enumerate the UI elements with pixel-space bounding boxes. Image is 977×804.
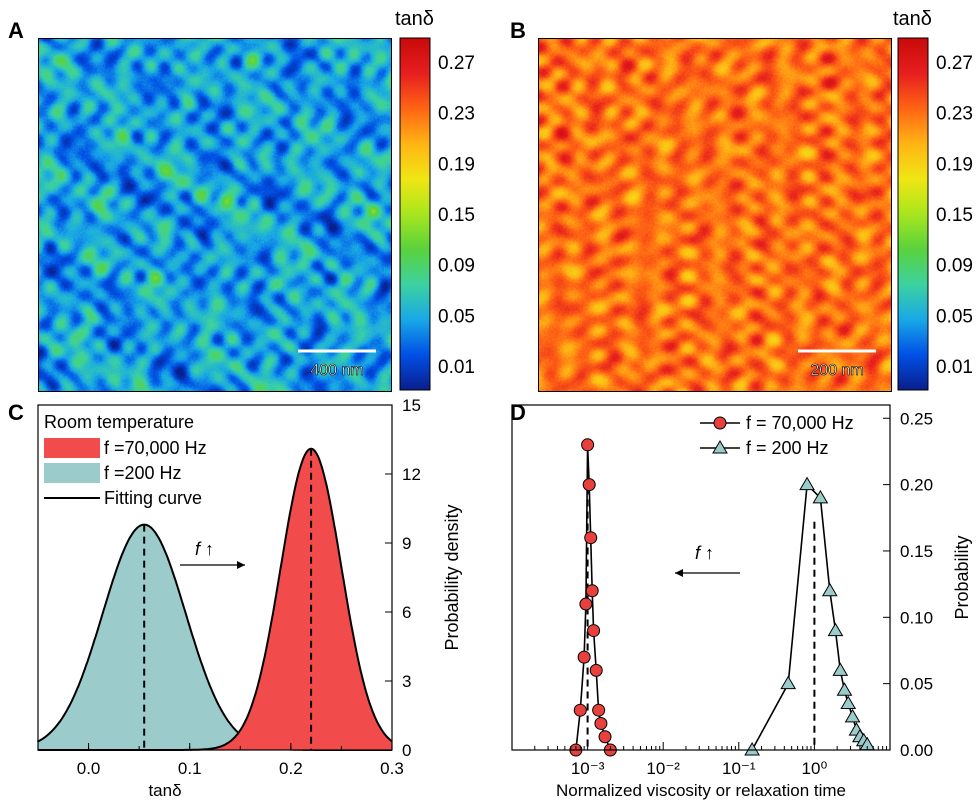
y-tick-label: 0.00	[900, 741, 933, 760]
data-point-circle	[582, 478, 596, 492]
x-tick-label: 10⁻¹	[722, 759, 756, 778]
panel-label-d: D	[510, 400, 526, 425]
legend-title: Room temperature	[44, 412, 194, 432]
chart-d: 10⁻³ 10⁻² 10⁻¹ 10⁰ 0.00 0.05 0.10 0.15 0.20 0.25 N…	[511, 404, 972, 800]
data-point-circle	[581, 438, 595, 452]
shift-arrow-head	[675, 569, 683, 577]
y-axis-label: Probability	[952, 535, 972, 619]
shift-arrow-head	[237, 561, 245, 569]
x-axis-label: Normalized viscosity or relaxation time	[556, 781, 846, 800]
legend-marker-triangle	[712, 440, 728, 454]
y-tick-label: 0.25	[900, 409, 933, 428]
colorbar-tick-label: 0.19	[438, 154, 475, 175]
data-point-triangle	[744, 742, 760, 756]
y-tick-label: 0.20	[900, 476, 933, 495]
x-tick-label: 0.2	[279, 759, 303, 778]
tan-delta-map-b	[538, 38, 892, 392]
legend-label: f = 200 Hz	[746, 438, 829, 458]
colorbar-tick-label: 0.09	[438, 256, 475, 277]
x-tick-label: 10⁻²	[646, 759, 680, 778]
data-point-circle	[598, 730, 612, 744]
data-point-triangle	[832, 662, 849, 676]
colorbar-b-title: tanδ	[893, 8, 932, 30]
tan-delta-map-a	[38, 38, 392, 392]
x-tick-label: 0.1	[178, 759, 202, 778]
panel-label-b: B	[510, 18, 526, 43]
frequency-annotation: f ↑	[695, 543, 714, 563]
data-point-circle	[594, 716, 608, 730]
data-point-triangle	[840, 695, 857, 710]
y-tick-label: 9	[402, 534, 411, 553]
colorbar-a-title: tanδ	[395, 8, 434, 30]
data-point-circle	[592, 703, 606, 717]
colorbar-a: 0.27 0.23 0.19 0.15 0.09 0.05 0.01	[399, 37, 475, 391]
data-point-triangle	[799, 476, 815, 491]
y-tick-label: 0.05	[900, 675, 933, 694]
legend-label: f =70,000 Hz	[104, 438, 207, 458]
data-point-triangle	[821, 582, 838, 597]
legend-label: Fitting curve	[104, 488, 202, 508]
y-tick-label: 12	[402, 465, 421, 484]
y-tick-label: 15	[402, 396, 421, 415]
colorbar-tick-label: 0.27	[936, 53, 973, 74]
x-tick-label: 0.0	[77, 759, 101, 778]
legend-marker-circle	[713, 416, 727, 430]
x-tick-label: 10⁰	[802, 759, 828, 778]
colorbar-tick-label: 0.01	[438, 357, 475, 378]
y-tick-label: 6	[402, 603, 411, 622]
data-point-triangle	[844, 708, 861, 723]
legend-swatch	[44, 438, 100, 458]
y-tick-label: 0.15	[900, 542, 933, 561]
colorbar-tick-label: 0.15	[438, 205, 475, 226]
legend-label: f = 70,000 Hz	[746, 413, 854, 433]
colorbar-tick-label: 0.27	[438, 53, 475, 74]
data-point-triangle	[827, 622, 844, 637]
legend-label: f =200 Hz	[104, 463, 182, 483]
scalebar-a-label: 400 nm	[310, 362, 363, 379]
y-tick-label: 3	[402, 672, 411, 691]
legend-swatch	[44, 463, 100, 483]
colorbar-b: 0.27 0.23 0.19 0.15 0.09 0.05 0.01	[897, 37, 973, 391]
distribution-fill-1	[38, 448, 392, 750]
x-tick-label: 0.3	[380, 759, 404, 778]
y-axis-label: Probability density	[442, 504, 462, 650]
colorbar-tick-label: 0.01	[936, 357, 973, 378]
y-tick-label: 0	[402, 741, 411, 760]
colorbar-tick-label: 0.23	[936, 104, 973, 125]
data-point-circle	[573, 703, 587, 717]
data-point-circle	[589, 663, 603, 677]
series-line-1	[751, 482, 868, 751]
colorbar-tick-label: 0.19	[936, 154, 973, 175]
data-point-circle	[577, 650, 591, 664]
colorbar-tick-label: 0.05	[438, 306, 475, 327]
panel-label-a: A	[8, 18, 24, 43]
frequency-annotation: f ↑	[195, 539, 214, 559]
chart-c: 0.0 0.1 0.2 0.30 3 6 9 12 15 tanδ Probability dens…	[37, 396, 462, 800]
colorbar-tick-label: 0.15	[936, 205, 973, 226]
colorbar-tick-label: 0.23	[438, 104, 475, 125]
data-point-triangle	[812, 489, 829, 504]
data-point-circle	[584, 531, 598, 545]
x-axis-label: tanδ	[148, 781, 181, 800]
panel-label-c: C	[8, 400, 24, 425]
colorbar-gradient	[399, 37, 431, 391]
data-point-circle	[587, 624, 601, 638]
colorbar-tick-label: 0.09	[936, 256, 973, 277]
scalebar-b-label: 200 nm	[810, 362, 863, 379]
y-tick-label: 0.10	[900, 608, 933, 627]
colorbar-tick-label: 0.05	[936, 306, 973, 327]
data-point-triangle	[780, 675, 797, 690]
colorbar-gradient	[897, 37, 929, 391]
data-point-circle	[579, 597, 593, 611]
plot-frame	[37, 404, 393, 751]
scalebar-b: 200 nm	[798, 349, 876, 379]
data-point-circle	[585, 584, 599, 598]
scalebar-a: 400 nm	[298, 349, 376, 379]
data-point-triangle	[836, 682, 853, 696]
plot-frame	[511, 404, 891, 751]
x-tick-label: 10⁻³	[571, 759, 605, 778]
distribution-fill-0	[38, 524, 392, 750]
